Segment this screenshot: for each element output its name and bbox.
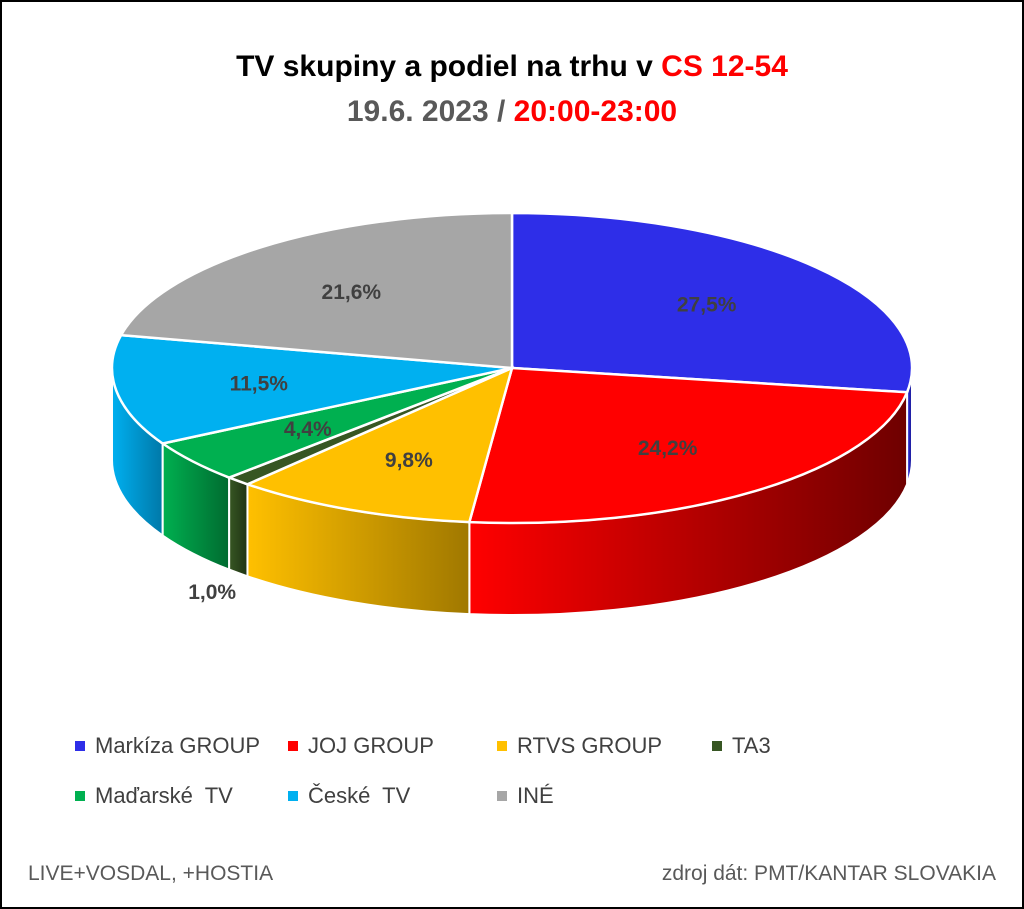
legend-item-ceske-tv: České TV: [288, 783, 410, 809]
legend-swatch: [497, 791, 507, 801]
legend-swatch: [288, 741, 298, 751]
title-text: TV skupiny a podiel na trhu v: [236, 50, 662, 83]
data-label-rtvs-group: 9,8%: [385, 449, 433, 472]
data-label-ceske-tv: 11,5%: [230, 373, 289, 396]
legend-label: TA3: [732, 733, 771, 758]
legend-label: Markíza GROUP: [95, 733, 261, 758]
legend-label: Maďarské TV: [95, 783, 233, 808]
legend-item-markiza-group: Markíza GROUP: [75, 733, 260, 759]
legend-label: RTVS GROUP: [517, 733, 663, 758]
subtitle-time: 20:00-23:00: [513, 95, 678, 128]
legend-label: INÉ: [517, 783, 554, 808]
legend-item-ine: INÉ: [497, 783, 554, 809]
chart-subtitle: 19.6. 2023 / 20:00-23:00: [0, 95, 1024, 129]
legend-swatch: [288, 791, 298, 801]
legend-swatch: [712, 741, 722, 751]
pie-slice-rtvs-group: [244, 365, 514, 524]
pie-side-ta3: [228, 476, 249, 578]
legend-label: České TV: [308, 783, 411, 808]
subtitle-date: 19.6. 2023 /: [346, 95, 514, 128]
footer-source: zdroj dát: PMT/KANTAR SLOVAKIA: [661, 862, 996, 885]
data-label-madarske-tv: 4,4%: [284, 418, 332, 441]
footer-note: LIVE+VOSDAL, +HOSTIA: [28, 862, 274, 885]
data-label-ine: 21,6%: [322, 281, 382, 304]
chart-title: TV skupiny a podiel na trhu v CS 12-54: [0, 50, 1024, 84]
pie-slice-ceske-tv: [110, 333, 513, 445]
legend-swatch: [75, 791, 85, 801]
legend-item-rtvs-group: RTVS GROUP: [497, 733, 662, 759]
pie-slice-markiza-group: [510, 211, 914, 394]
legend-swatch: [75, 741, 85, 751]
legend-item-ta3: TA3: [712, 733, 771, 759]
legend-swatch: [497, 741, 507, 751]
title-target-group: CS 12-54: [661, 50, 788, 83]
pie-slice-joj-group: [467, 366, 909, 525]
data-label-ta3: 1,0%: [188, 581, 236, 604]
legend-label: JOJ GROUP: [308, 733, 434, 758]
pie-slice-ine: [119, 211, 514, 370]
data-label-markiza-group: 27,5%: [677, 294, 737, 317]
legend-item-madarske-tv: Maďarské TV: [75, 783, 233, 809]
data-label-joj-group: 24,2%: [638, 437, 698, 460]
legend-item-joj-group: JOJ GROUP: [288, 733, 434, 759]
